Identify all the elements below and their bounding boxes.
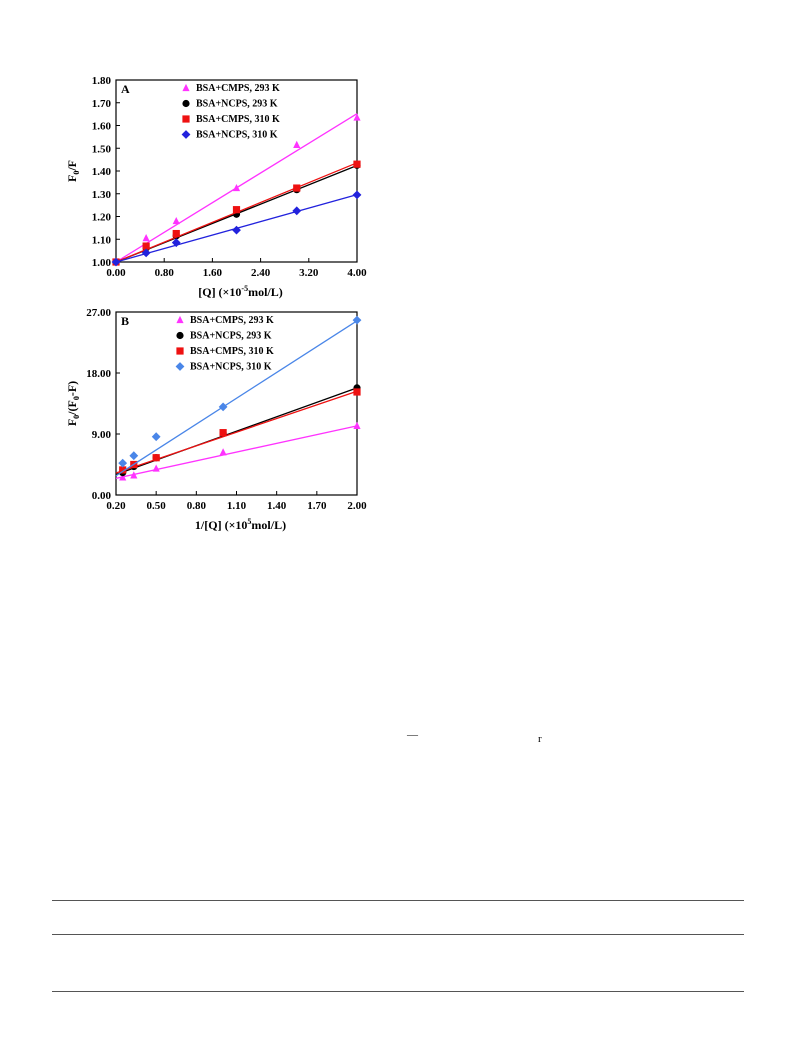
chart-b-series-4-point [129, 451, 139, 461]
chart-b-legend-marker-4 [175, 362, 185, 371]
chart-a-x-tick-label: 2.40 [251, 267, 271, 279]
chart-b-series-1-point [353, 421, 361, 429]
chart-b-x-tick-label: 0.50 [147, 500, 167, 512]
chart-b-series-1-point [219, 448, 227, 456]
chart-b-series-4-point [151, 432, 161, 442]
chart-b-legend-label-1: BSA+CMPS, 293 K [190, 315, 274, 326]
chart-b-y-tick-label: 0.00 [92, 490, 112, 502]
chart-b-x-tick-label: 2.00 [347, 500, 367, 512]
chart-b-series-4 [115, 315, 362, 477]
chart-a-series-4-point [352, 190, 362, 200]
chart-b-series-2 [115, 384, 361, 477]
chart-b-series-3-fit-line [115, 390, 358, 474]
chart-a-series-1 [112, 113, 361, 266]
chart-b-x-axis-label: 1/[Q] (×105mol/L) [195, 517, 286, 532]
chart-a-series-1-point [293, 140, 301, 148]
chart-a-series-4-point [232, 225, 241, 235]
chart-a-x-tick-label: 0.80 [155, 267, 175, 279]
chart-a-series-3-point [293, 184, 301, 192]
chart-a-series-3-point [232, 206, 241, 214]
chart-a-series-3-point [172, 229, 180, 238]
chart-b-series-3-point [353, 388, 361, 396]
chart-a-series-1-point [232, 183, 241, 192]
chart-a-series-3-point [353, 160, 361, 168]
chart-a-x-axis-label: [Q] (×10-5mol/L) [198, 284, 283, 299]
chart-a-legend-marker-2 [182, 99, 190, 108]
chart-b-series-1-point [130, 471, 138, 479]
chart-a-series-3-point [142, 242, 150, 250]
chart-a-y-tick-label: 1.40 [92, 166, 112, 178]
chart-b-series-1 [115, 421, 361, 481]
chart-a-panel-label: A [121, 82, 130, 96]
chart-a-series-4 [111, 190, 362, 267]
chart-b-series-3 [115, 388, 361, 474]
chart-b-legend-label-2: BSA+NCPS, 293 K [190, 331, 272, 342]
chart-a-y-tick-label: 1.20 [92, 212, 112, 224]
chart-a-series-4-point [171, 238, 181, 248]
chart-a-series-3 [112, 160, 361, 266]
chart-b-series-4-point [218, 402, 228, 412]
chart-a-legend-label-4: BSA+NCPS, 310 K [196, 130, 278, 141]
chart-a-series-4-point [141, 248, 151, 258]
chart-a-y-tick-label: 1.80 [92, 75, 112, 87]
chart-a-legend-label-1: BSA+CMPS, 293 K [196, 83, 280, 94]
chart-a-y-tick-label: 1.70 [92, 98, 112, 110]
chart-b-series-4-fit-line [115, 320, 358, 477]
chart-a-legend-marker-1 [182, 83, 190, 92]
table-rule-middle [52, 934, 744, 935]
text-fragment-glyph: r [538, 733, 542, 745]
table-rule-top [52, 900, 744, 901]
chart-a-series-1-point [172, 216, 180, 225]
chart-b-y-tick-label: 18.00 [86, 368, 111, 380]
chart-b-series-2-fit-line [115, 387, 358, 476]
chart-a-x-tick-label: 4.00 [347, 267, 367, 279]
chart-a-legend-label-2: BSA+NCPS, 293 K [196, 99, 278, 110]
chart-a-series-1-point [142, 234, 150, 242]
chart-a-series-1-point [353, 113, 361, 121]
chart-b-legend-label-3: BSA+CMPS, 310 K [190, 346, 274, 357]
table-rule-bottom [52, 991, 744, 992]
chart-b-panel: 0.20 0.50 0.80 1.10 1.40 1.70 2.00 0.00 9.00 18.0… [65, 307, 367, 532]
chart-b-x-tick-label: 1.70 [307, 500, 327, 512]
chart-b-legend-label-4: BSA+NCPS, 310 K [190, 362, 272, 373]
chart-b-legend-marker-2 [176, 331, 184, 340]
chart-a-y-tick-label: 1.30 [92, 189, 112, 201]
chart-a-panel: 0.00 0.80 1.60 2.40 3.20 4.00 1.00 1.10 1.20 1.30… [65, 75, 367, 299]
chart-a-legend-label-3: BSA+CMPS, 310 K [196, 114, 280, 125]
chart-b-x-tick-label: 0.80 [187, 500, 207, 512]
chart-a-y-tick-label: 1.60 [92, 121, 112, 133]
chart-b-series-1-point [152, 464, 160, 472]
chart-a-x-tick-label: 1.60 [203, 267, 223, 279]
chart-b-series-4-point [118, 458, 128, 468]
chart-b-series-4-point [352, 315, 362, 325]
chart-a-series-4-point [111, 257, 121, 267]
chart-b-x-tick-label: 1.10 [227, 500, 247, 512]
chart-b-y-tick-label: 9.00 [92, 429, 112, 441]
chart-a-x-tick-label: 3.20 [299, 267, 319, 279]
chart-a-y-tick-label: 1.10 [92, 234, 112, 246]
chart-b-y-axis-label: F0/(F0-F) [65, 381, 81, 426]
text-fragment-dash: — [407, 729, 418, 741]
chart-b-legend-marker-3 [176, 347, 184, 355]
chart-a-y-axis-label: F0/F [65, 160, 81, 182]
chart-a-series-4-point [292, 206, 302, 216]
chart-b-panel-label: B [121, 314, 129, 328]
chart-a-y-tick-label: 1.50 [92, 143, 112, 155]
chart-b-y-tick-label: 27.00 [86, 307, 111, 319]
chart-b-x-tick-label: 1.40 [267, 500, 287, 512]
chart-a-y-tick-label: 1.00 [92, 257, 112, 269]
chart-b-series-3-point [152, 454, 160, 462]
chart-a-x-tick-label: 0.00 [106, 267, 126, 279]
chart-b-x-tick-label: 0.20 [106, 500, 126, 512]
chart-b-series-3-point [119, 466, 127, 474]
chart-b-series-3-point [219, 429, 227, 437]
chart-b-legend-marker-1 [176, 315, 184, 324]
chart-b-series-1-point [119, 473, 127, 481]
chart-a-legend-marker-4 [181, 130, 191, 139]
chart-a-legend-marker-3 [182, 115, 190, 123]
